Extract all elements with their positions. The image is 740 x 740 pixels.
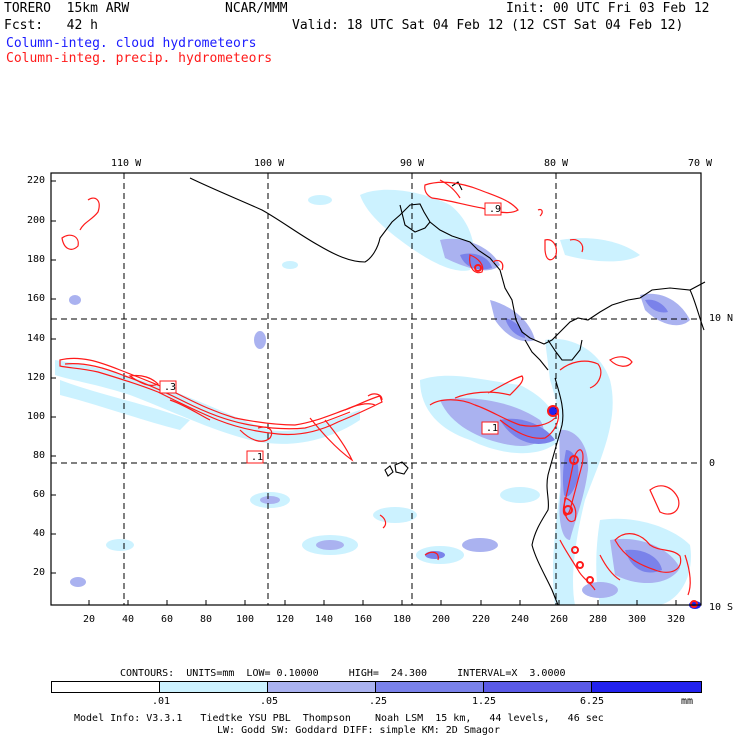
y-tick: 80 <box>33 450 46 461</box>
model-title: TORERO 15km ARW <box>4 1 130 16</box>
colorbar-unit: mm <box>681 696 694 707</box>
lon-label-90w: 90 W <box>400 158 425 169</box>
y-tick: 160 <box>27 293 46 304</box>
coastlines <box>189 177 706 606</box>
x-tick: 120 <box>276 614 295 625</box>
colorbar-segment-1 <box>159 681 268 693</box>
precip-contours <box>59 179 691 596</box>
colorbar-segment-4 <box>483 681 592 693</box>
contour-info: CONTOURS: UNITS=mm LOW= 0.10000 HIGH= 24… <box>120 668 566 679</box>
y-tick: 40 <box>33 528 46 539</box>
lat-label-10s: 10 S <box>709 602 734 613</box>
contour-label-center: .1 <box>251 452 264 463</box>
y-tick: 100 <box>27 411 46 422</box>
x-tick: 280 <box>589 614 608 625</box>
colorbar-label: .01 <box>152 696 171 707</box>
x-tick: 160 <box>354 614 373 625</box>
y-tick: 60 <box>33 489 46 500</box>
colorbar-segment-3 <box>375 681 484 693</box>
x-tick: 20 <box>83 614 96 625</box>
y-tick: 140 <box>27 333 46 344</box>
x-tick: 260 <box>550 614 569 625</box>
model-info-line1: Model Info: V3.3.1 Tiedtke YSU PBL Thomp… <box>74 713 604 724</box>
x-tick: 240 <box>511 614 530 625</box>
contour-label-east: .1 <box>486 423 499 434</box>
x-tick: 220 <box>472 614 491 625</box>
x-tick: 60 <box>161 614 174 625</box>
colorbar-label: 1.25 <box>472 696 497 707</box>
plot-frame <box>50 172 702 606</box>
tick-marks <box>51 180 677 605</box>
precip-cores <box>474 264 698 608</box>
y-tick: 200 <box>27 215 46 226</box>
valid-time: Valid: 18 UTC Sat 04 Feb 12 (12 CST Sat … <box>292 18 684 33</box>
lon-label-100w: 100 W <box>254 158 285 169</box>
x-tick: 300 <box>628 614 647 625</box>
colorbar-label: .05 <box>260 696 279 707</box>
x-tick: 100 <box>236 614 255 625</box>
init-time: Init: 00 UTC Fri 03 Feb 12 <box>506 1 710 16</box>
precip-field-title: Column-integ. precip. hydrometeors <box>6 51 273 66</box>
colorbar-segment-0 <box>51 681 160 693</box>
colorbar-label: .25 <box>369 696 388 707</box>
x-tick: 200 <box>432 614 451 625</box>
x-tick: 140 <box>315 614 334 625</box>
contour-label-north: .9 <box>489 204 502 215</box>
lat-label-10n: 10 N <box>709 313 734 324</box>
x-tick: 180 <box>393 614 412 625</box>
lon-label-110w: 110 W <box>111 158 142 169</box>
cloud-shading <box>55 189 701 609</box>
x-tick: 80 <box>200 614 213 625</box>
y-tick: 20 <box>33 567 46 578</box>
colorbar-segment-5 <box>591 681 702 693</box>
graticule <box>51 173 701 605</box>
lon-label-70w: 70 W <box>688 158 713 169</box>
y-tick: 120 <box>27 372 46 383</box>
y-tick: 180 <box>27 254 46 265</box>
organization-label: NCAR/MMM <box>225 1 288 16</box>
cloud-field-title: Column-integ. cloud hydrometeors <box>6 36 257 51</box>
contour-value-labels <box>159 202 502 464</box>
lat-label-0: 0 <box>709 458 716 469</box>
lon-label-80w: 80 W <box>544 158 569 169</box>
forecast-hour: Fcst: 42 h <box>4 18 98 33</box>
colorbar-label: 6.25 <box>580 696 605 707</box>
model-info-line2: LW: Godd SW: Goddard DIFF: simple KM: 2D… <box>217 725 500 736</box>
contour-label-west: .3 <box>164 382 177 393</box>
colorbar-segment-2 <box>267 681 376 693</box>
x-tick: 40 <box>122 614 135 625</box>
y-tick: 220 <box>27 175 46 186</box>
x-tick: 320 <box>667 614 686 625</box>
